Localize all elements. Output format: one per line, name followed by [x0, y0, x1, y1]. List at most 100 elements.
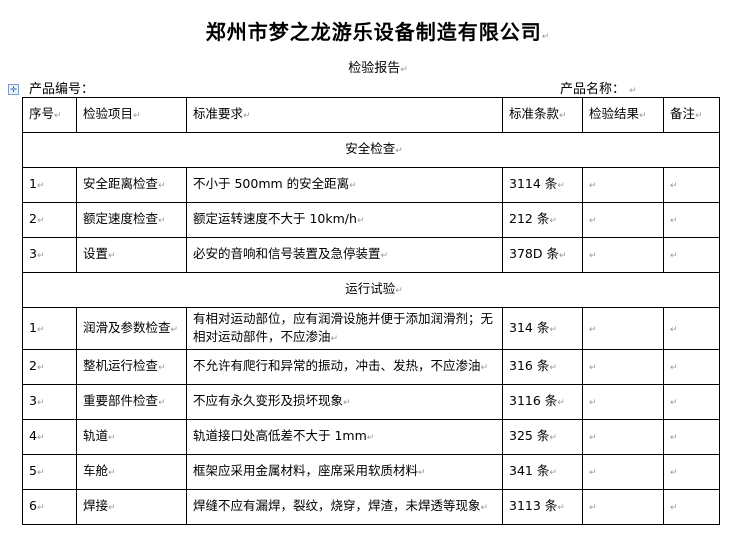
cell-no-text: 4	[29, 428, 37, 443]
paragraph-mark-icon: ↵	[158, 363, 166, 373]
paragraph-mark-icon: ↵	[549, 216, 557, 226]
cell-requirement: 焊缝不应有漏焊，裂纹，烧穿，焊渣，未焊透等现象↵	[186, 489, 503, 525]
cell-result[interactable]: ↵	[582, 349, 664, 385]
cell-no: 2↵	[22, 202, 77, 238]
cell-requirement: 额定运转速度不大于 10km/h↵	[186, 202, 503, 238]
paragraph-mark-icon: ↵	[366, 433, 375, 443]
paragraph-mark-icon: ↵	[589, 503, 597, 513]
paragraph-mark-icon: ↵	[356, 216, 365, 226]
paragraph-mark-icon: ↵	[108, 468, 116, 478]
cell-result[interactable]: ↵	[582, 237, 664, 273]
cell-no: 6↵	[22, 489, 77, 525]
header-cell: 备注↵	[663, 97, 720, 133]
cell-no: 5↵	[22, 454, 77, 490]
report-subtitle: 检验报告↵	[0, 57, 756, 76]
product-number-label: 产品编号：	[29, 82, 95, 97]
cell-remark[interactable]: ↵	[663, 237, 720, 273]
section-title-text: 运行试验	[345, 281, 396, 296]
table-row: 5↵ 车舱↵ 框架应采用金属材料，座席采用软质材料↵ 341 条↵ ↵ ↵	[22, 454, 720, 490]
cell-remark[interactable]: ↵	[663, 419, 720, 455]
cell-requirement-text: 轨道接口处高低差不大于 1mm	[193, 428, 367, 443]
cell-clause: 3116 条↵	[502, 384, 583, 420]
paragraph-mark-icon: ↵	[108, 503, 116, 513]
cell-no-text: 1	[29, 319, 37, 335]
paragraph-mark-icon: ↵	[589, 251, 597, 261]
cell-item-text: 润滑及参数检查	[83, 319, 171, 335]
cell-result[interactable]: ↵	[582, 384, 664, 420]
cell-no-text: 3	[29, 393, 37, 408]
paragraph-mark-icon: ↵	[36, 363, 45, 373]
cell-remark[interactable]: ↵	[663, 384, 720, 420]
cell-requirement-text: 有相对运动部位，应有润滑设施并便于添加润滑剂；无相对运动部件，不应渗油	[193, 310, 494, 344]
cell-item-text: 额定速度检查	[83, 211, 159, 226]
paragraph-mark-icon: ↵	[36, 398, 45, 408]
paragraph-mark-icon: ↵	[158, 181, 166, 191]
cell-remark[interactable]: ↵	[663, 454, 720, 490]
cell-clause-text: 3114 条	[509, 176, 558, 191]
cell-item: 整机运行检查↵	[76, 349, 187, 385]
cell-result[interactable]: ↵	[582, 419, 664, 455]
cell-requirement-text: 不应有永久变形及损坏现象	[193, 393, 344, 408]
paragraph-mark-icon: ↵	[558, 251, 567, 261]
cell-clause-text: 3116 条	[509, 393, 558, 408]
paragraph-mark-icon: ↵	[557, 503, 565, 513]
cell-no: 1↵	[22, 307, 77, 350]
cell-remark[interactable]: ↵	[663, 349, 720, 385]
product-name-label: 产品名称： ↵	[560, 78, 637, 97]
cell-remark[interactable]: ↵	[663, 167, 720, 203]
table-move-handle-icon[interactable]: ✛	[8, 84, 19, 95]
paragraph-mark-icon: ↵	[36, 216, 45, 226]
cell-clause: 325 条↵	[502, 419, 583, 455]
cell-no-text: 1	[29, 176, 37, 191]
paragraph-mark-icon: ↵	[480, 503, 489, 513]
paragraph-mark-icon: ↵	[670, 468, 678, 478]
paragraph-mark-icon: ↵	[670, 433, 678, 443]
cell-remark[interactable]: ↵	[663, 202, 720, 238]
cell-result[interactable]: ↵	[582, 167, 664, 203]
header-cell: 标准条款↵	[502, 97, 583, 133]
table-row: 2↵ 额定速度检查↵ 额定运转速度不大于 10km/h↵ 212 条↵ ↵ ↵	[22, 202, 720, 238]
cell-remark[interactable]: ↵	[663, 307, 720, 350]
cell-item: 安全距离检查↵	[76, 167, 187, 203]
paragraph-mark-icon: ↵	[480, 363, 489, 373]
cell-remark[interactable]: ↵	[663, 489, 720, 525]
cell-item: 焊接↵	[76, 489, 187, 525]
cell-result[interactable]: ↵	[582, 489, 664, 525]
cell-item-text: 轨道	[83, 428, 109, 443]
header-cell: 序号↵	[22, 97, 77, 133]
paragraph-mark-icon: ↵	[158, 398, 166, 408]
paragraph-mark-icon: ↵	[54, 111, 62, 121]
cell-requirement: 框架应采用金属材料，座席采用软质材料↵	[186, 454, 503, 490]
cell-item: 设置↵	[76, 237, 187, 273]
paragraph-mark-icon: ↵	[557, 181, 565, 191]
paragraph-mark-icon: ↵	[541, 32, 551, 42]
paragraph-mark-icon: ↵	[418, 468, 426, 478]
table-header-row: 序号↵ 检验项目↵ 标准要求↵ 标准条款↵ 检验结果↵ 备注↵	[22, 97, 720, 133]
paragraph-mark-icon: ↵	[589, 433, 597, 443]
cell-item: 重要部件检查↵	[76, 384, 187, 420]
cell-requirement: 不应有永久变形及损坏现象↵	[186, 384, 503, 420]
cell-no-text: 2	[29, 211, 37, 226]
table-row: 3↵ 重要部件检查↵ 不应有永久变形及损坏现象↵ 3116 条↵ ↵ ↵	[22, 384, 720, 420]
paragraph-mark-icon: ↵	[36, 503, 45, 513]
cell-requirement: 不小于 500mm 的安全距离↵	[186, 167, 503, 203]
cell-clause-text: 316 条	[509, 358, 550, 373]
cell-clause-text: 3113 条	[509, 498, 558, 513]
paragraph-mark-icon: ↵	[589, 363, 597, 373]
cell-clause: 212 条↵	[502, 202, 583, 238]
header-label: 检验项目	[83, 106, 134, 121]
paragraph-mark-icon: ↵	[36, 324, 45, 335]
cell-result[interactable]: ↵	[582, 454, 664, 490]
cell-result[interactable]: ↵	[582, 307, 664, 350]
cell-item-text: 重要部件检查	[83, 393, 159, 408]
cell-item: 车舱↵	[76, 454, 187, 490]
paragraph-mark-icon: ↵	[330, 333, 339, 344]
header-label: 序号	[29, 106, 55, 121]
cell-clause: 316 条↵	[502, 349, 583, 385]
cell-clause: 3114 条↵	[502, 167, 583, 203]
cell-clause-text: 325 条	[509, 428, 550, 443]
cell-requirement-text: 焊缝不应有漏焊，裂纹，烧穿，焊渣，未焊透等现象	[193, 498, 481, 513]
paragraph-mark-icon: ↵	[108, 251, 116, 261]
cell-result[interactable]: ↵	[582, 202, 664, 238]
cell-item-text: 焊接	[83, 498, 109, 513]
